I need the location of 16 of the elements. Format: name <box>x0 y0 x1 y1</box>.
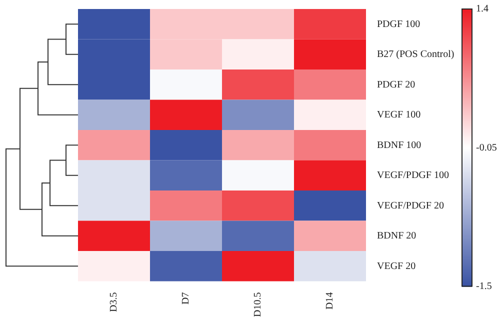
y-tick-label: PDGF 20 <box>377 79 416 90</box>
color-bar-label: 1.4 <box>476 4 488 15</box>
y-tick-label: VEGF 20 <box>377 260 416 272</box>
x-tick-label: D3.5 <box>108 292 120 312</box>
y-tick-label: BDNF 20 <box>377 230 416 242</box>
y-tick-label: VEGF/PDGF 100 <box>377 170 449 182</box>
y-tick-label: PDGF 100 <box>377 18 420 30</box>
color-bar-label: -0.05 <box>476 142 497 154</box>
y-tick-label: VEGF/PDGF 20 <box>377 200 444 212</box>
y-tick-label: BDNF 100 <box>377 140 422 151</box>
x-tick-label: D7 <box>180 292 192 305</box>
color-bar-label: -1.5 <box>476 280 492 292</box>
y-tick-label: VEGF 100 <box>377 110 421 121</box>
y-tick-label: B27 (POS Control) <box>377 49 454 60</box>
x-tick-label: D10.5 <box>252 292 264 318</box>
x-tick-label: D14 <box>324 292 336 310</box>
